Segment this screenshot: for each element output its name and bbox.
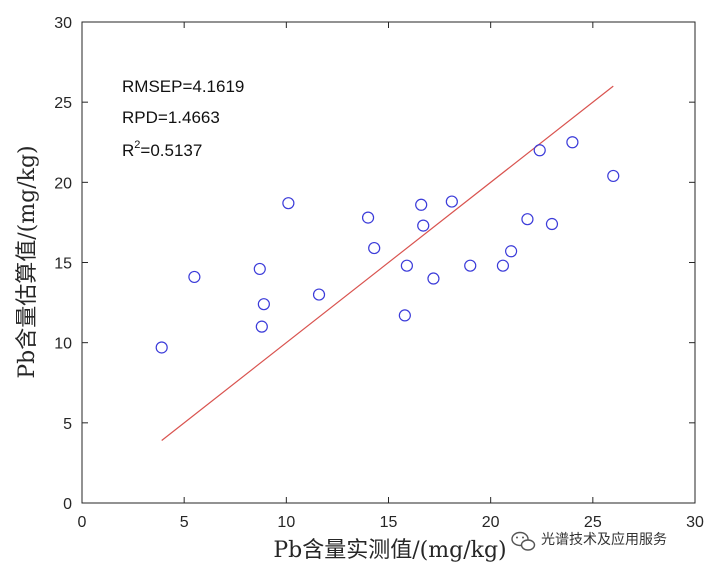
data-point <box>545 217 559 231</box>
data-point <box>188 270 201 284</box>
data-point <box>415 198 428 211</box>
x-axis-label: Pb含量实测值/(mg/kg) <box>273 538 506 563</box>
data-point <box>361 211 375 224</box>
data-point <box>255 320 268 333</box>
rpd-label: RPD=1.4663 <box>122 108 220 127</box>
data-point <box>417 219 430 232</box>
y-axis-label: Pb含量估算值/(mg/kg) <box>15 145 40 378</box>
x-tick-label: 15 <box>380 514 398 531</box>
annotations: RMSEP=4.1619 RPD=1.4663 R2=0.5137 <box>122 77 244 160</box>
x-tick-label: 0 <box>78 514 87 531</box>
r2-base: R <box>122 141 134 160</box>
data-point <box>521 213 534 226</box>
y-tick-label: 5 <box>63 416 72 433</box>
data-point <box>496 259 510 272</box>
watermark: 光谱技术及应用服务 <box>511 531 667 551</box>
data-point <box>464 259 477 272</box>
y-axis-ticks: 0 5 10 15 20 25 30 <box>54 15 695 513</box>
data-point <box>312 288 326 301</box>
y-tick-label: 15 <box>54 256 72 273</box>
data-point <box>368 241 381 255</box>
data-point <box>607 169 620 183</box>
data-point <box>155 341 168 354</box>
r2-label: R2=0.5137 <box>122 139 202 160</box>
y-tick-label: 25 <box>54 95 72 112</box>
x-tick-label: 20 <box>482 514 500 531</box>
x-tick-label: 10 <box>277 514 295 531</box>
r2-value: =0.5137 <box>140 141 202 160</box>
data-points <box>155 136 620 354</box>
y-tick-label: 0 <box>63 496 72 513</box>
wechat-icon <box>511 531 536 551</box>
y-tick-label: 20 <box>54 175 72 192</box>
y-tick-label: 30 <box>54 15 72 32</box>
data-point <box>566 136 579 149</box>
y-tick-label: 10 <box>54 336 72 353</box>
data-point <box>400 259 413 272</box>
data-point <box>427 272 440 285</box>
data-point <box>398 309 411 322</box>
data-point <box>533 144 546 157</box>
data-point <box>282 197 295 210</box>
data-point <box>257 298 270 311</box>
x-axis-ticks: 0 5 10 15 20 25 30 <box>78 22 704 531</box>
r2-superscript: 2 <box>134 139 140 151</box>
data-point <box>445 195 458 208</box>
x-tick-label: 5 <box>180 514 189 531</box>
watermark-text: 光谱技术及应用服务 <box>541 531 667 548</box>
data-point <box>253 262 266 276</box>
rmsep-label: RMSEP=4.1619 <box>122 77 244 96</box>
x-tick-label: 25 <box>584 514 602 531</box>
data-point <box>505 245 518 258</box>
x-tick-label: 30 <box>686 514 704 531</box>
